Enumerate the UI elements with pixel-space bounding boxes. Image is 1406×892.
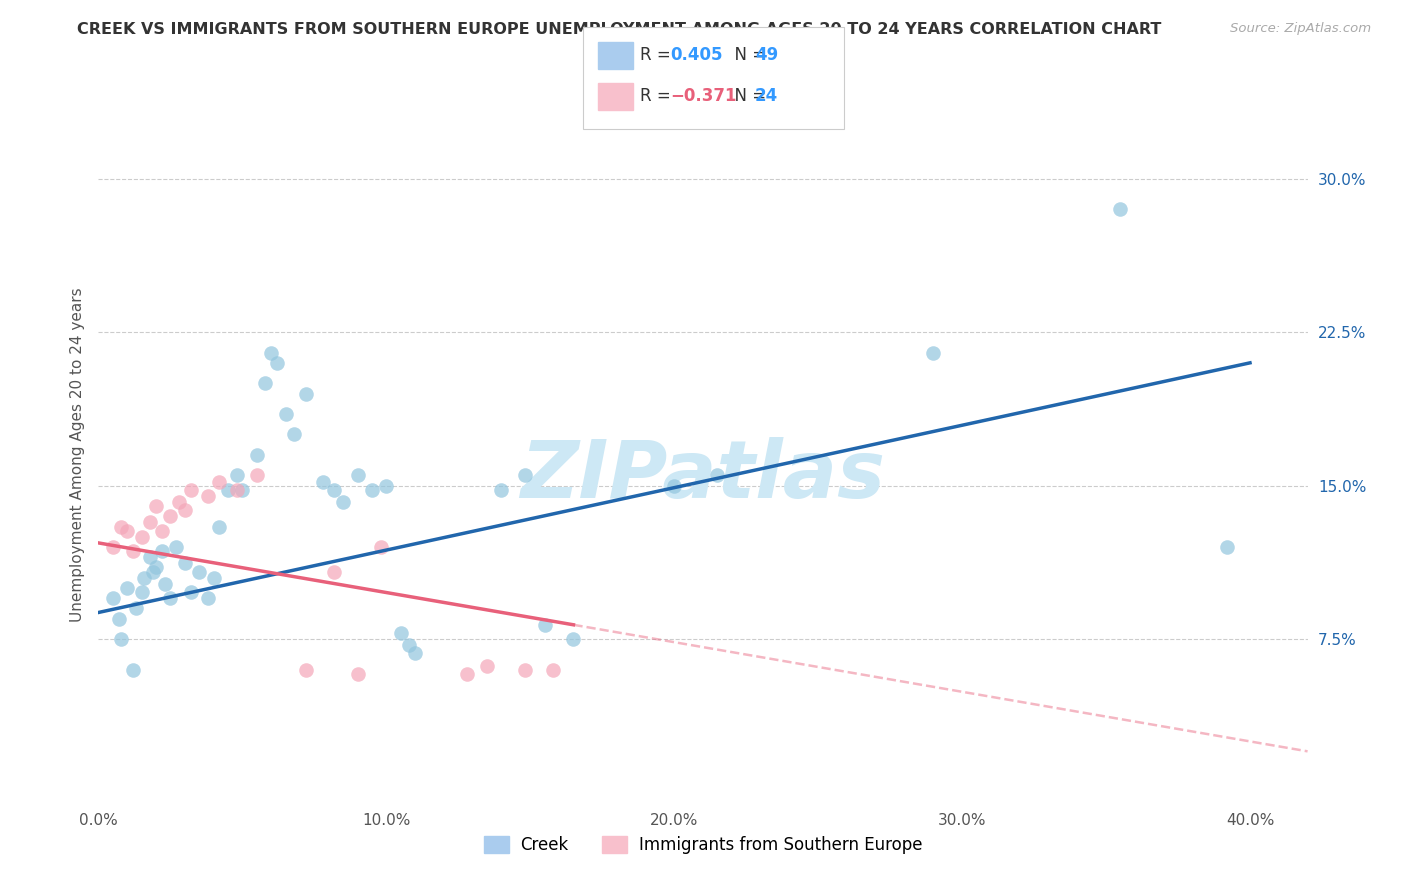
Point [513, 663, 536, 677]
Point [167, 495, 190, 509]
Text: Source: ZipAtlas.com: Source: ZipAtlas.com [1230, 22, 1371, 36]
Point [491, 483, 513, 497]
Point [125, 601, 148, 615]
Point [188, 565, 211, 579]
Point [1216, 540, 1239, 554]
Text: 24: 24 [755, 87, 779, 105]
Point [664, 478, 686, 492]
Point [225, 468, 247, 483]
Point [370, 540, 392, 554]
Point [231, 483, 253, 497]
Point [283, 427, 305, 442]
Point [562, 632, 585, 646]
Point [173, 557, 195, 571]
Point [294, 663, 316, 677]
Point [404, 647, 426, 661]
Text: N =: N = [724, 46, 772, 64]
Text: R =: R = [640, 87, 676, 105]
Point [543, 663, 565, 677]
Y-axis label: Unemployment Among Ages 20 to 24 years: Unemployment Among Ages 20 to 24 years [69, 287, 84, 623]
Point [456, 666, 478, 681]
Point [173, 503, 195, 517]
Point [225, 483, 247, 497]
Text: 49: 49 [755, 46, 779, 64]
Point [706, 468, 728, 483]
Point [115, 581, 138, 595]
Point [150, 524, 173, 538]
Point [131, 530, 153, 544]
Point [361, 483, 384, 497]
Point [260, 345, 283, 359]
Point [101, 540, 124, 554]
Point [332, 495, 354, 509]
Point [122, 544, 145, 558]
Point [513, 468, 536, 483]
Point [110, 632, 132, 646]
Point [202, 571, 225, 585]
Text: −0.371: −0.371 [671, 87, 737, 105]
Point [922, 345, 945, 359]
Point [139, 550, 162, 565]
Point [398, 638, 420, 652]
Point [266, 356, 288, 370]
Point [346, 468, 368, 483]
Point [312, 475, 335, 489]
Point [153, 577, 176, 591]
Point [246, 468, 269, 483]
Point [323, 565, 346, 579]
Point [346, 666, 368, 681]
Point [131, 585, 153, 599]
Point [375, 478, 398, 492]
Point [217, 483, 239, 497]
Text: CREEK VS IMMIGRANTS FROM SOUTHERN EUROPE UNEMPLOYMENT AMONG AGES 20 TO 24 YEARS : CREEK VS IMMIGRANTS FROM SOUTHERN EUROPE… [77, 22, 1161, 37]
Point [145, 560, 167, 574]
Point [274, 407, 297, 421]
Point [254, 376, 277, 391]
Point [101, 591, 124, 606]
Point [165, 540, 187, 554]
Point [180, 483, 202, 497]
Point [115, 524, 138, 538]
Text: 0.405: 0.405 [671, 46, 723, 64]
Legend: Creek, Immigrants from Southern Europe: Creek, Immigrants from Southern Europe [477, 829, 929, 861]
Point [294, 386, 316, 401]
Point [208, 475, 231, 489]
Point [139, 516, 162, 530]
Point [180, 585, 202, 599]
Text: ZIPatlas: ZIPatlas [520, 437, 886, 515]
Point [159, 509, 181, 524]
Point [107, 612, 129, 626]
Point [533, 617, 555, 632]
Point [110, 519, 132, 533]
Point [389, 626, 412, 640]
Point [134, 571, 156, 585]
Point [475, 658, 498, 673]
Point [150, 544, 173, 558]
Point [323, 483, 346, 497]
Point [145, 499, 167, 513]
Text: R =: R = [640, 46, 676, 64]
Point [142, 565, 165, 579]
Point [197, 489, 219, 503]
Text: N =: N = [724, 87, 772, 105]
Point [159, 591, 181, 606]
Point [1109, 202, 1132, 217]
Point [208, 519, 231, 533]
Point [197, 591, 219, 606]
Point [122, 663, 145, 677]
Point [246, 448, 269, 462]
